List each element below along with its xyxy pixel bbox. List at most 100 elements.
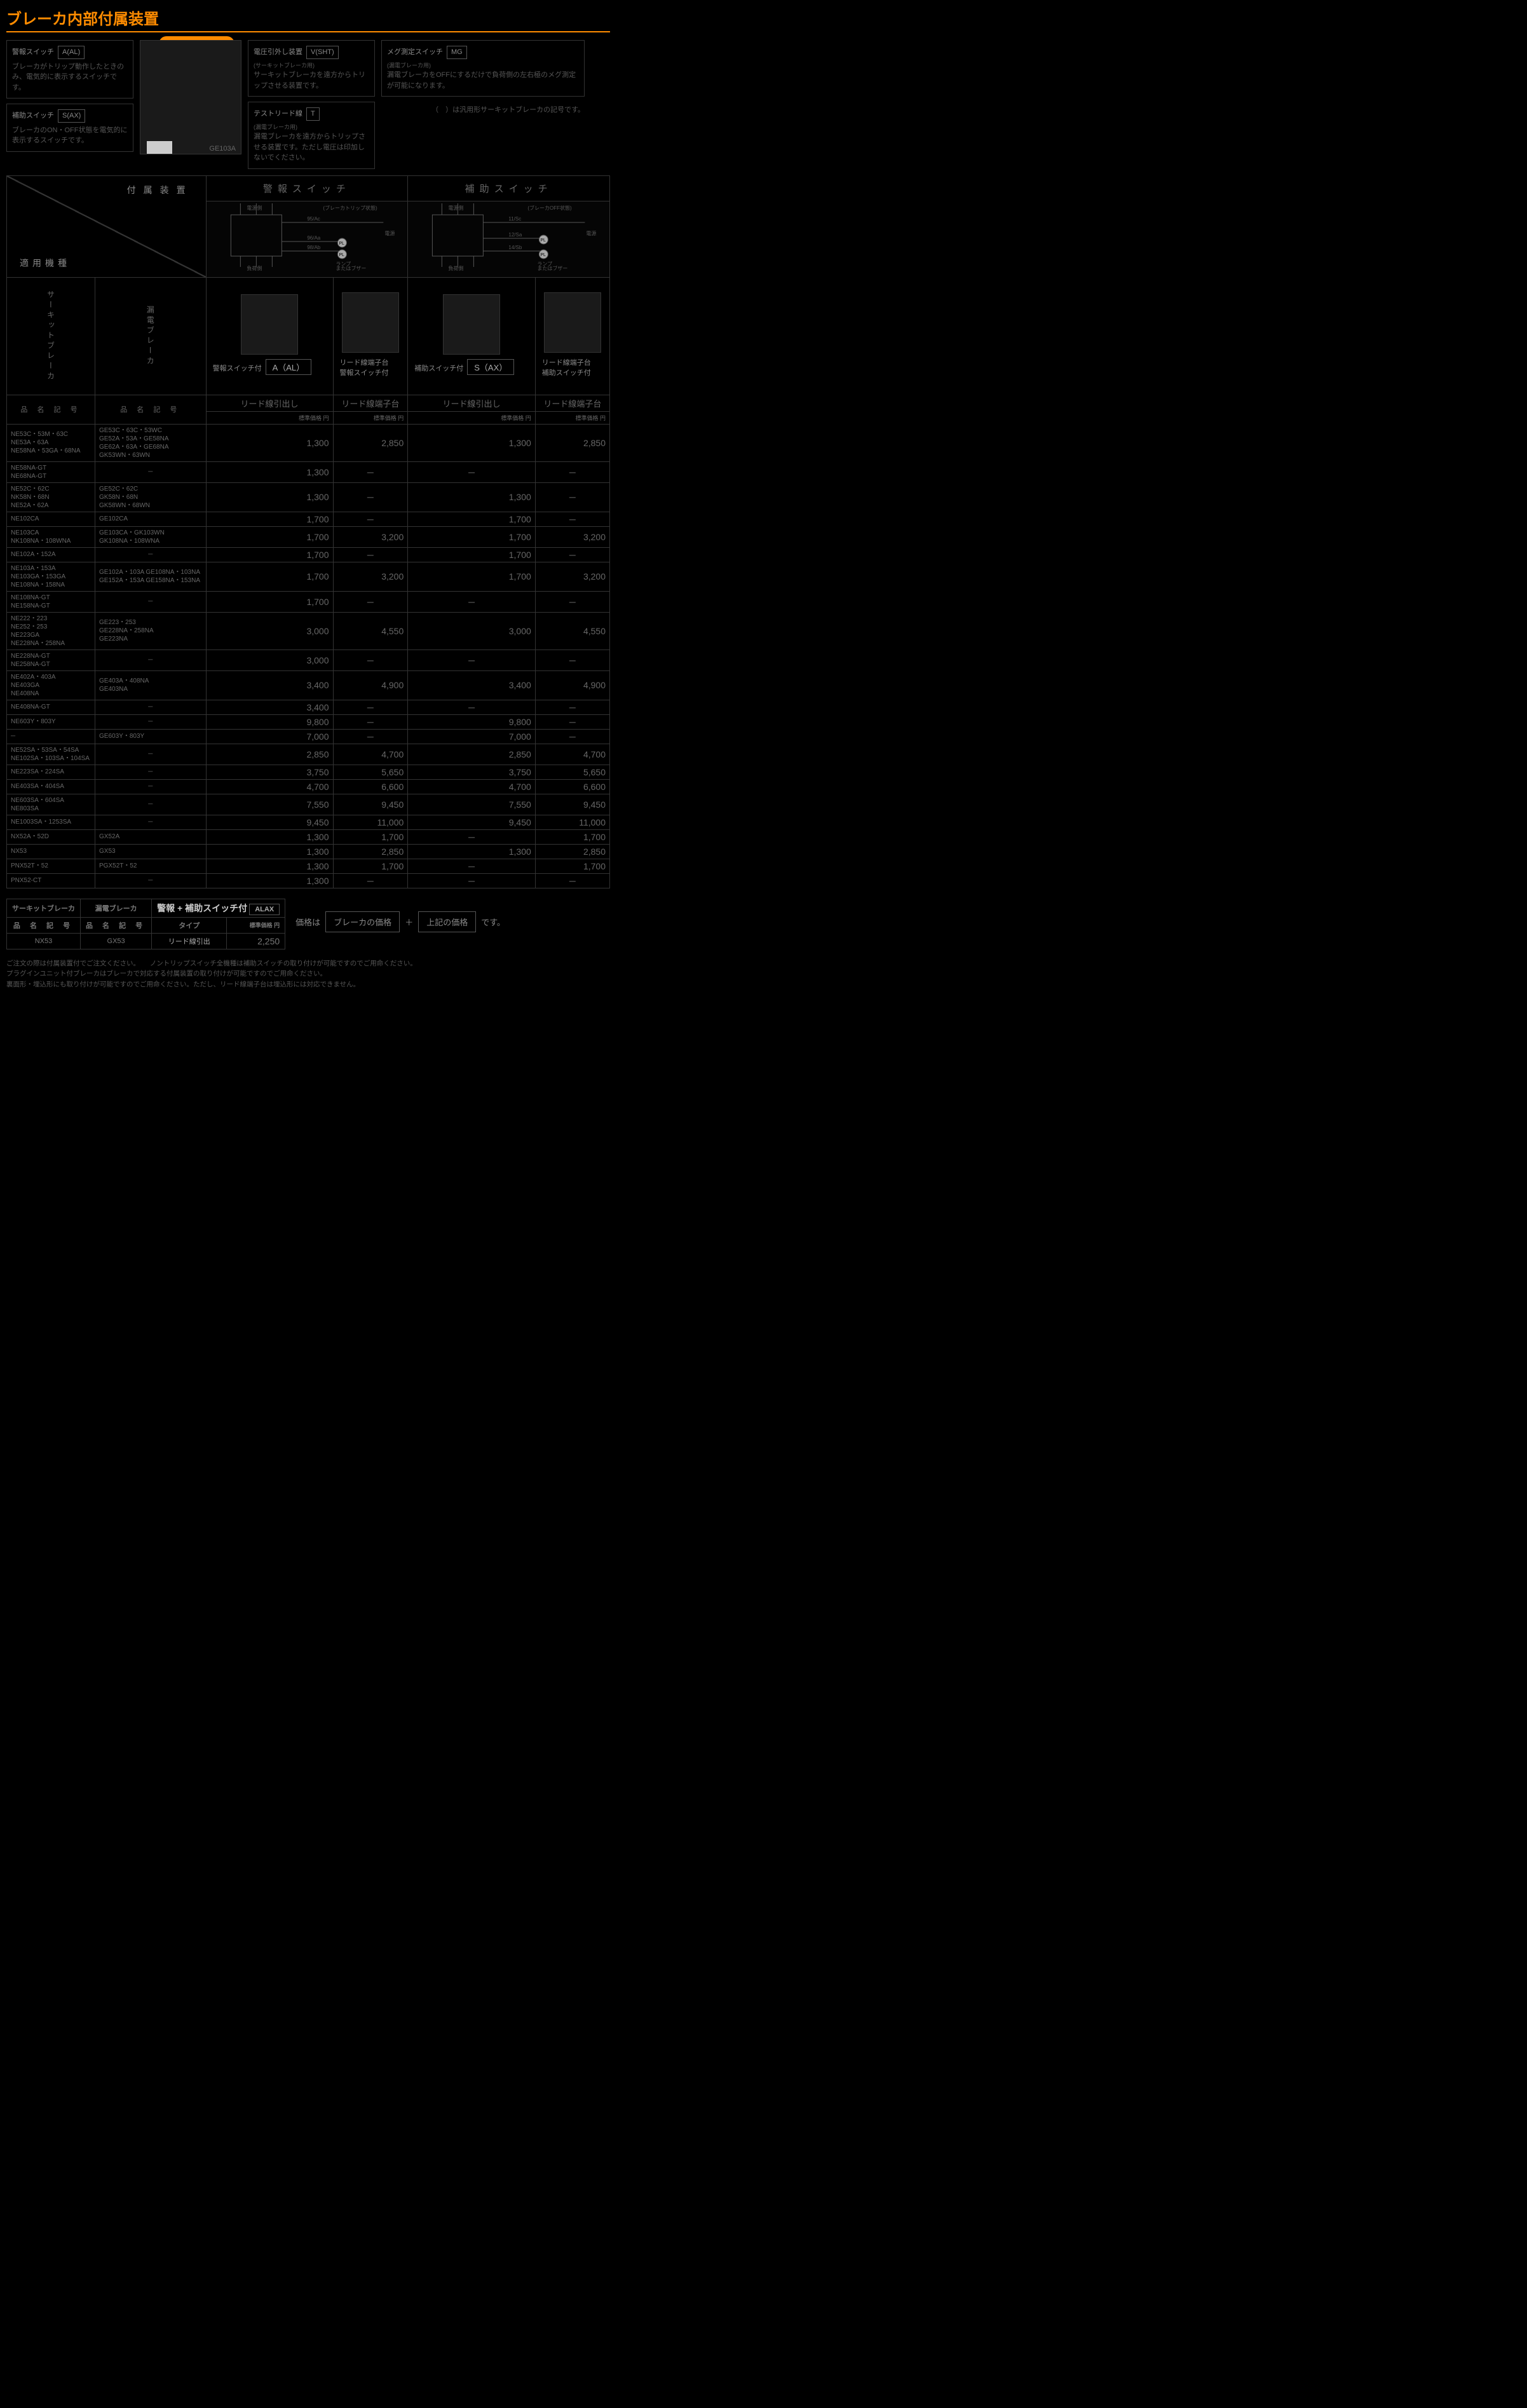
table-row: NE402A・403A NE403GA NE408NAGE403A・408NA … [7,670,610,700]
vert-leakage: 漏電ブレーカ [95,277,207,395]
price-cell: 1,300 [206,461,333,482]
svg-text:95/Ac: 95/Ac [307,216,320,222]
model-leakage: ─ [95,815,207,829]
svg-text:PL: PL [339,253,344,257]
table-row: NE1003SA・1253SA─9,45011,0009,45011,000 [7,815,610,829]
price-cell: ─ [408,829,536,844]
model-circuit: ─ [7,729,95,744]
price-cell: 2,850 [206,744,333,765]
table-row: NE603Y・803Y─9,800─9,800─ [7,714,610,729]
price-cell: ─ [333,714,408,729]
model-circuit: PNX52T・52 [7,859,95,873]
svg-text:またはブザー: またはブザー [538,265,568,271]
price-cell: ─ [535,461,609,482]
price-cell: ─ [408,591,536,612]
model-leakage: GE103CA・GK103WN GK108NA・108WNA [95,526,207,547]
price-cell: 1,700 [408,526,536,547]
model-circuit: NE603Y・803Y [7,714,95,729]
top-descriptions: 警報スイッチ A(AL) ブレーカがトリップ動作したときのみ、電気的に表示するス… [6,40,610,169]
price-cell: ─ [535,650,609,670]
combo-type: リード線引出 [152,933,227,949]
price-cell: 1,700 [206,547,333,562]
combo-c2: GX53 [81,933,152,949]
table-row: NX52A・52DGX52A1,3001,700─1,700 [7,829,610,844]
code-h2: 品 名 記 号 [95,395,207,424]
price-cell: 3,200 [535,526,609,547]
price-cell: ─ [535,729,609,744]
model-circuit: NE52C・62C NK58N・68N NE52A・62A [7,482,95,512]
model-leakage: ─ [95,650,207,670]
model-circuit: NE52SA・53SA・54SA NE102SA・103SA・104SA [7,744,95,765]
price-cell: 2,850 [535,844,609,859]
combo-title: 警報 + 補助スイッチ付 [157,903,247,913]
price-h-2: 標準価格 円 [408,411,536,424]
model-leakage: GE403A・408NA GE403NA [95,670,207,700]
svg-text:(ブレーカOFF状態): (ブレーカOFF状態) [528,205,573,211]
thumb-0: 警報スイッチ付A（AL） [206,277,333,395]
combo-right-h: 漏電ブレーカ [81,899,152,917]
general-note: （ ）は汎用形サーキットブレーカの記号です。 [381,104,585,114]
model-leakage: GX53 [95,844,207,859]
svg-text:またはブザー: またはブザー [336,265,366,271]
alarm-switch-desc: 警報スイッチ A(AL) ブレーカがトリップ動作したときのみ、電気的に表示するス… [6,40,133,99]
table-row: PNX52T・52PGX52T・521,3001,700─1,700 [7,859,610,873]
price-cell: ─ [333,512,408,526]
model-circuit: NX52A・52D [7,829,95,844]
price-cell: ─ [408,873,536,888]
price-cell: 9,450 [206,815,333,829]
price-cell: 1,300 [408,424,536,461]
price-cell: 1,700 [408,562,536,591]
price-cell: 7,550 [408,794,536,815]
sub-0: リード線引出し [206,395,333,411]
model-circuit: NE108NA-GT NE158NA-GT [7,591,95,612]
circuit-aux: 電源側 (ブレーカOFF状態) 11/Sc 12/Sa 14/Sb 電源 PL … [408,201,610,277]
meg-name: メグ測定スイッチ [387,47,443,58]
price-cell: ─ [333,482,408,512]
price-cell: 4,700 [206,779,333,794]
footnote-1: プラグインユニット付ブレーカはブレーカで対応する付属装置の取り付けが可能ですので… [6,969,610,979]
price-equation: 価格は ブレーカの価格 ＋ 上記の価格 です。 [295,911,505,932]
price-cell: 2,850 [333,844,408,859]
meg-text: 漏電ブレーカをOFFにするだけで負荷側の左右極のメグ測定が可能になります。 [387,70,579,91]
price-cell: 4,550 [333,612,408,650]
price-cell: ─ [535,512,609,526]
table-row: NE108NA-GT NE158NA-GT─1,700─── [7,591,610,612]
price-cell: 4,900 [333,670,408,700]
price-cell: 3,200 [333,526,408,547]
footnote-0: ご注文の際は付属装置付でご注文ください。 ノントリップスイッチ全機種は補助スイッ… [6,958,610,969]
model-leakage: GE53C・63C・53WC GE52A・53A・GE58NA GE62A・63… [95,424,207,461]
model-leakage: ─ [95,700,207,714]
eq-suffix: です。 [481,916,505,928]
model-leakage: GE603Y・803Y [95,729,207,744]
price-cell: ─ [535,482,609,512]
model-circuit: NE222・223 NE252・253 NE223GA NE228NA・258N… [7,612,95,650]
price-cell: 1,300 [206,482,333,512]
model-circuit: NE402A・403A NE403GA NE408NA [7,670,95,700]
price-cell: 4,700 [408,779,536,794]
combo-code1: 品 名 記 号 [7,917,81,933]
price-cell: ─ [408,650,536,670]
main-table: 付属装置 適用機種 警報スイッチ 補助スイッチ 電源側 (ブレーカトリップ状態)… [6,175,610,888]
price-cell: 3,000 [206,612,333,650]
price-cell: 3,200 [333,562,408,591]
price-cell: 5,650 [333,765,408,779]
price-cell: 1,300 [408,844,536,859]
model-leakage: GX52A [95,829,207,844]
model-leakage: GE223・253 GE228NA・258NA GE223NA [95,612,207,650]
price-cell: 7,550 [206,794,333,815]
corner-top: 付属装置 [127,184,193,196]
price-cell: 6,600 [535,779,609,794]
table-row: NE223SA・224SA─3,7505,6503,7505,650 [7,765,610,779]
price-cell: 5,650 [535,765,609,779]
combo-type-h: タイプ [152,917,227,933]
aux-switch-desc: 補助スイッチ S(AX) ブレーカのON・OFF状態を電気的に表示するスイッチで… [6,104,133,152]
eq-prefix: 価格は [295,916,320,928]
price-cell: 1,700 [206,591,333,612]
table-row: NE52SA・53SA・54SA NE102SA・103SA・104SA─2,8… [7,744,610,765]
model-leakage: ─ [95,547,207,562]
aux-symbol: S(AX) [58,109,85,123]
test-symbol: T [306,107,320,121]
price-cell: 1,700 [206,526,333,547]
model-leakage: GE102CA [95,512,207,526]
price-cell: ─ [408,461,536,482]
